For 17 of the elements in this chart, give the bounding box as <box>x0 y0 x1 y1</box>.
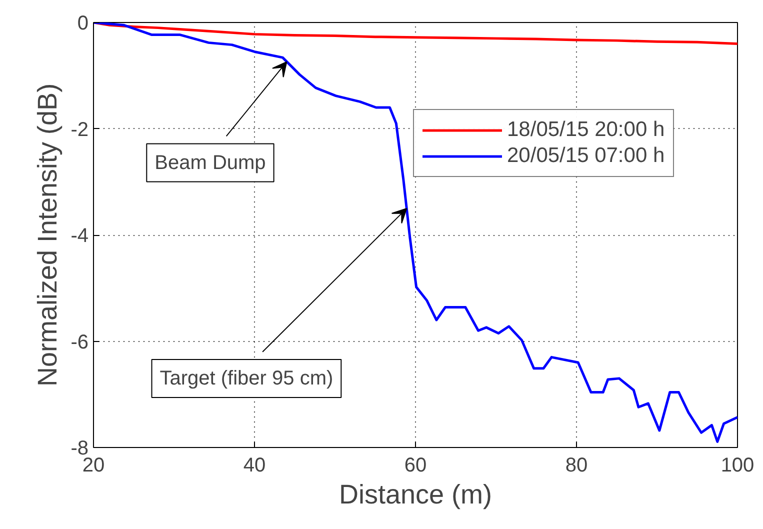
x-axis-title: Distance (m) <box>338 480 492 510</box>
line-series <box>94 22 738 443</box>
y-tick-label: 0 <box>77 12 88 34</box>
x-tick-label: 100 <box>720 454 754 476</box>
line-series <box>94 22 738 45</box>
annotation: Target (fiber 95 cm) <box>160 367 334 390</box>
annotation: Beam Dump <box>154 152 266 174</box>
legend-label: 20/05/15 07:00 h <box>507 144 665 168</box>
x-tick-label: 60 <box>404 454 427 476</box>
y-tick-label: -2 <box>70 118 89 141</box>
legend-label: 18/05/15 20:00 h <box>507 118 665 142</box>
x-tick-label: 20 <box>82 454 105 476</box>
y-axis-title: Normalized Intensity (dB) <box>32 83 63 387</box>
y-tick-label: -4 <box>70 225 89 247</box>
y-tick-label: -6 <box>70 331 89 354</box>
x-tick-label: 40 <box>243 454 266 476</box>
x-tick-label: 80 <box>565 454 588 476</box>
